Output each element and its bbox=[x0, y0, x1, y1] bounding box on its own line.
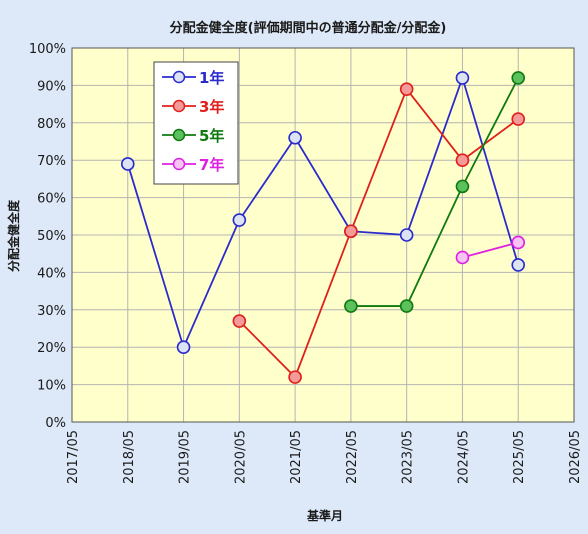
data-point bbox=[511, 112, 526, 126]
data-point bbox=[344, 299, 358, 313]
data-point bbox=[232, 213, 247, 227]
y-tick-label: 70% bbox=[37, 154, 66, 169]
legend-label: 5年 bbox=[199, 127, 224, 145]
data-point bbox=[455, 250, 470, 265]
legend-marker bbox=[172, 157, 186, 171]
data-point bbox=[399, 82, 414, 96]
x-tick-label: 2022/05 bbox=[345, 430, 360, 484]
y-tick-label: 100% bbox=[29, 42, 66, 57]
y-tick-label: 60% bbox=[37, 192, 66, 207]
data-point bbox=[455, 71, 470, 85]
y-tick-label: 0% bbox=[45, 416, 66, 431]
data-point bbox=[344, 224, 358, 239]
y-tick-label: 80% bbox=[37, 117, 66, 132]
data-point bbox=[288, 370, 302, 384]
plot-area: 0% 10% 20% 30% 40% 50% 60% 70% 80% 90% 100% 2017/05… bbox=[29, 42, 583, 484]
data-point bbox=[511, 235, 526, 250]
x-tick-label: 2025/05 bbox=[512, 430, 527, 484]
data-point bbox=[511, 71, 526, 85]
data-point bbox=[399, 299, 414, 313]
series-line bbox=[238, 87, 519, 379]
plot-border bbox=[71, 47, 575, 423]
x-tick-label: 2018/05 bbox=[122, 430, 137, 484]
y-tick-label: 50% bbox=[37, 229, 66, 244]
series-line bbox=[350, 77, 520, 307]
x-tick-label: 2019/05 bbox=[178, 430, 193, 484]
y-tick-label: 10% bbox=[37, 379, 66, 394]
data-point bbox=[399, 228, 414, 242]
x-axis-label: 基準月 bbox=[306, 508, 343, 523]
y-tick-label: 20% bbox=[37, 341, 66, 356]
legend-marker bbox=[172, 99, 186, 113]
data-point bbox=[120, 157, 135, 171]
data-point bbox=[455, 153, 470, 167]
legend-label: 1年 bbox=[199, 69, 224, 87]
data-point bbox=[455, 179, 470, 194]
y-tick-label: 40% bbox=[37, 266, 66, 281]
legend-marker bbox=[172, 128, 186, 142]
data-point bbox=[288, 130, 302, 145]
y-tick-label: 30% bbox=[37, 304, 66, 319]
x-tick-label: 2023/05 bbox=[401, 430, 416, 484]
legend-label: 3年 bbox=[199, 98, 224, 116]
x-tick-label: 2024/05 bbox=[456, 430, 471, 484]
x-tick-label: 2021/05 bbox=[289, 430, 304, 484]
data-point bbox=[232, 314, 247, 328]
x-tick-label: 2017/05 bbox=[66, 430, 81, 484]
data-point bbox=[511, 258, 526, 272]
y-axis-label: 分配金健全度 bbox=[6, 199, 21, 272]
chart-title: 分配金健全度(評価期間中の普通分配金/分配金) bbox=[170, 20, 447, 36]
x-tick-label: 2026/05 bbox=[568, 430, 583, 484]
series-line bbox=[462, 241, 519, 259]
x-tick-label: 2020/05 bbox=[233, 430, 248, 484]
legend-marker bbox=[172, 70, 186, 84]
legend-label: 7年 bbox=[199, 156, 224, 174]
series-line bbox=[126, 75, 520, 350]
legend bbox=[153, 61, 239, 185]
data-point bbox=[176, 340, 191, 355]
y-tick-label: 90% bbox=[37, 79, 66, 94]
